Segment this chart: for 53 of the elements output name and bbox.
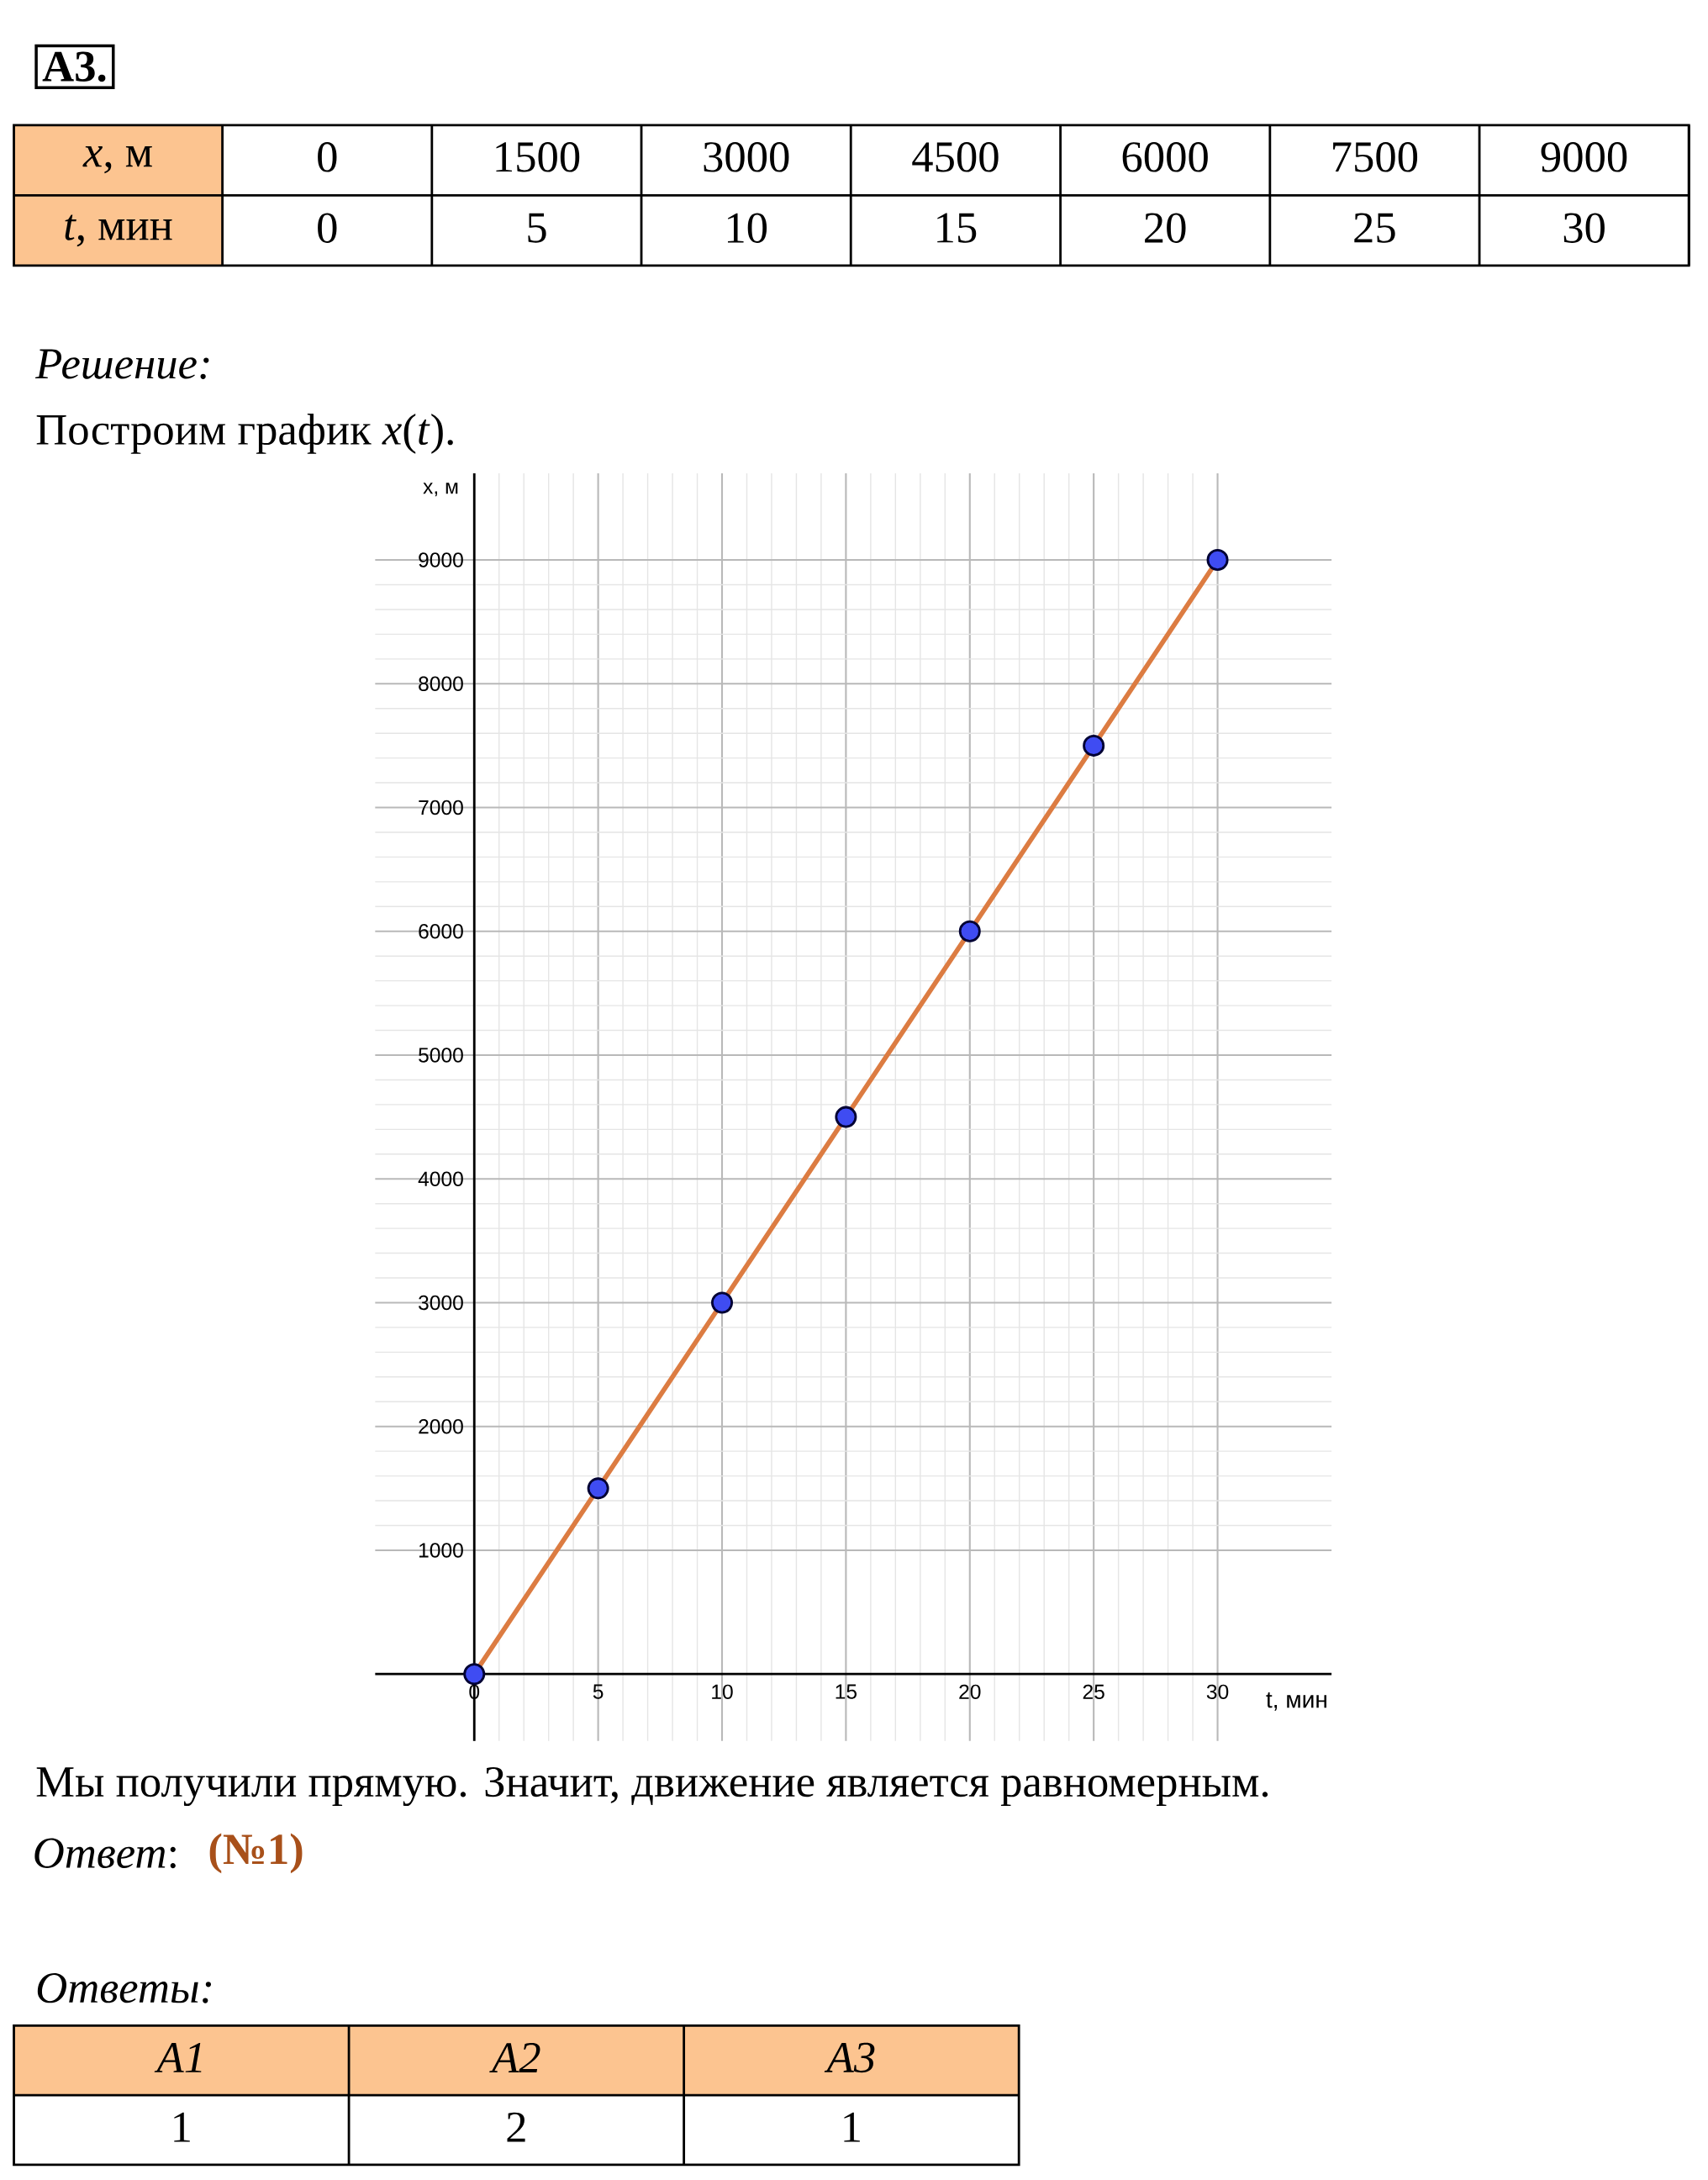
point — [835, 1106, 857, 1128]
point — [587, 1477, 609, 1500]
y-tick-label: 5000 — [418, 1048, 463, 1063]
point — [710, 1291, 733, 1314]
chart-subtitle: Построим график x(t). — [36, 414, 453, 454]
y-tick-label: 7000 — [419, 800, 463, 816]
text: 25 — [1354, 213, 1395, 243]
text: A2 — [489, 2043, 540, 2072]
text: 5 — [528, 213, 546, 243]
y-tick-label: 6000 — [419, 924, 463, 939]
y-tick-label: 9000 — [419, 552, 463, 567]
text: 0 — [317, 213, 337, 243]
text: 30 — [1563, 213, 1605, 243]
text: Решение: — [34, 349, 209, 379]
text: Ответы: — [37, 1972, 211, 2003]
chart-title: А3. — [42, 51, 106, 82]
y-tick-label: 8000 — [418, 676, 463, 691]
point — [463, 1663, 486, 1686]
y-axis-title: x, м — [423, 483, 458, 497]
point — [1206, 549, 1229, 572]
text: 1500 — [496, 142, 580, 172]
text: 9000 — [1541, 142, 1627, 172]
y-tick-label: 4000 — [418, 1171, 463, 1186]
point — [958, 920, 981, 942]
y-tick-label: 2000 — [419, 1419, 463, 1434]
text: Ответ: — [34, 1838, 176, 1869]
text: 6000 — [1122, 142, 1208, 172]
text: 3000 — [704, 142, 789, 172]
text: 4500 — [912, 142, 999, 172]
x-tick-label: 5 — [593, 1684, 604, 1699]
x-tick-label: 30 — [1206, 1684, 1229, 1699]
x-tick-label: 10 — [712, 1684, 733, 1699]
text: 20 — [1144, 213, 1186, 243]
text: 15 — [937, 213, 977, 243]
text: Мы получили прямую. Значит, движение является равномерным. — [36, 1766, 1268, 1807]
text: A1 — [154, 2043, 202, 2072]
x-axis-title: t, мин — [1266, 1692, 1326, 1711]
text: 7500 — [1332, 142, 1417, 172]
text: 2 — [507, 2112, 525, 2142]
text: 1 — [844, 2112, 860, 2142]
text: A3 — [824, 2042, 875, 2073]
text: (№1) — [209, 1833, 303, 1874]
text: 0 — [317, 142, 337, 172]
y-tick-label: 3000 — [418, 1295, 463, 1311]
x-tick-label: 20 — [959, 1684, 981, 1699]
y-tick-label: 1000 — [419, 1543, 463, 1558]
point — [1082, 734, 1104, 757]
text: t, мин — [65, 214, 172, 247]
text: 10 — [727, 213, 767, 243]
x-tick-label: 15 — [836, 1684, 857, 1699]
text: x, м — [82, 145, 152, 174]
x-tick-label: 25 — [1083, 1684, 1104, 1699]
text: 1 — [174, 2112, 190, 2142]
